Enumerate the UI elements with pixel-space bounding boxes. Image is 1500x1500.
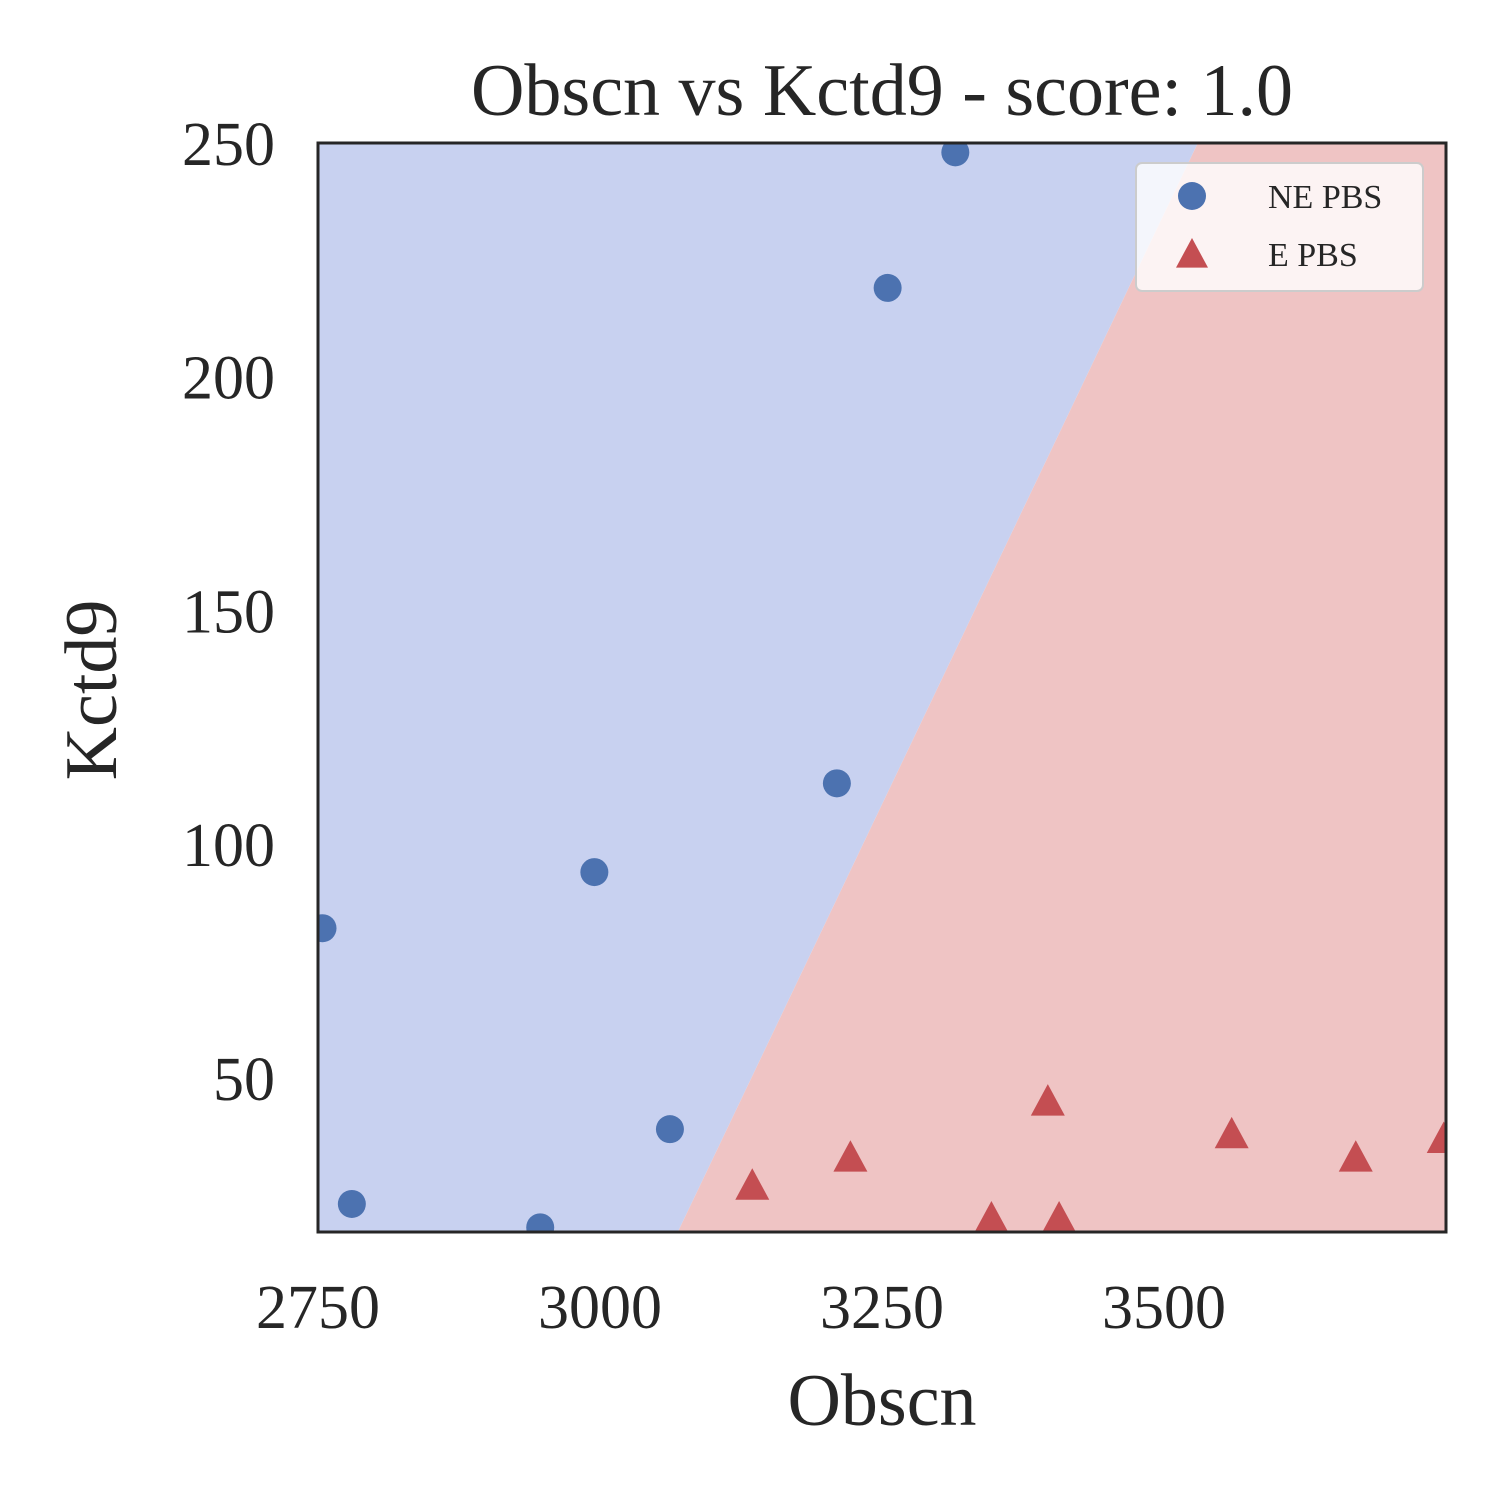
x-tick-label: 3250 (820, 1274, 944, 1342)
data-point-e-pbs (735, 1168, 770, 1200)
y-axis-ticks: 50 100 150 200 250 (182, 111, 275, 1114)
chart-title: Obscn vs Kctd9 - score: 1.0 (471, 50, 1293, 132)
data-point-ne-pbs (822, 769, 851, 798)
y-tick-label: 200 (182, 345, 275, 413)
legend-label-e-pbs: E PBS (1268, 237, 1358, 274)
legend-label-ne-pbs: NE PBS (1268, 179, 1382, 216)
y-tick-label: 50 (213, 1046, 275, 1114)
y-tick-label: 250 (182, 111, 275, 179)
data-point-ne-pbs (526, 1213, 555, 1232)
data-point-e-pbs (1426, 1121, 1446, 1153)
y-tick-label: 150 (182, 578, 275, 646)
data-point-e-pbs (1042, 1200, 1076, 1232)
legend-marker-ne-pbs (1178, 182, 1206, 210)
data-point-ne-pbs (941, 143, 970, 167)
x-tick-label: 2750 (256, 1274, 380, 1342)
region-ne-pbs (318, 143, 1198, 1232)
data-point-ne-pbs (580, 858, 609, 887)
y-tick-label: 100 (182, 812, 275, 880)
legend: NE PBS E PBS (1135, 162, 1424, 292)
decision-regions (318, 143, 1446, 1232)
data-point-e-pbs (1338, 1140, 1373, 1172)
x-axis-label: Obscn (787, 1360, 976, 1442)
data-point-e-pbs (1030, 1084, 1065, 1116)
data-points (318, 143, 1446, 1232)
data-point-e-pbs (1214, 1116, 1249, 1149)
data-point-ne-pbs (318, 914, 337, 943)
data-point-ne-pbs (873, 273, 902, 302)
legend-marker-e-pbs (1176, 238, 1208, 268)
data-point-e-pbs (974, 1200, 1009, 1232)
y-axis-label: Kctd9 (51, 600, 133, 781)
x-axis-ticks: 2750 3000 3250 3500 (256, 1274, 1226, 1342)
data-point-ne-pbs (655, 1115, 684, 1144)
region-e-pbs (677, 143, 1446, 1232)
data-point-ne-pbs (337, 1189, 366, 1218)
legend-box (1135, 162, 1424, 292)
data-point-e-pbs (833, 1140, 868, 1172)
x-tick-label: 3500 (1102, 1274, 1226, 1342)
plot-frame (316, 141, 1448, 1234)
x-tick-label: 3000 (538, 1274, 662, 1342)
